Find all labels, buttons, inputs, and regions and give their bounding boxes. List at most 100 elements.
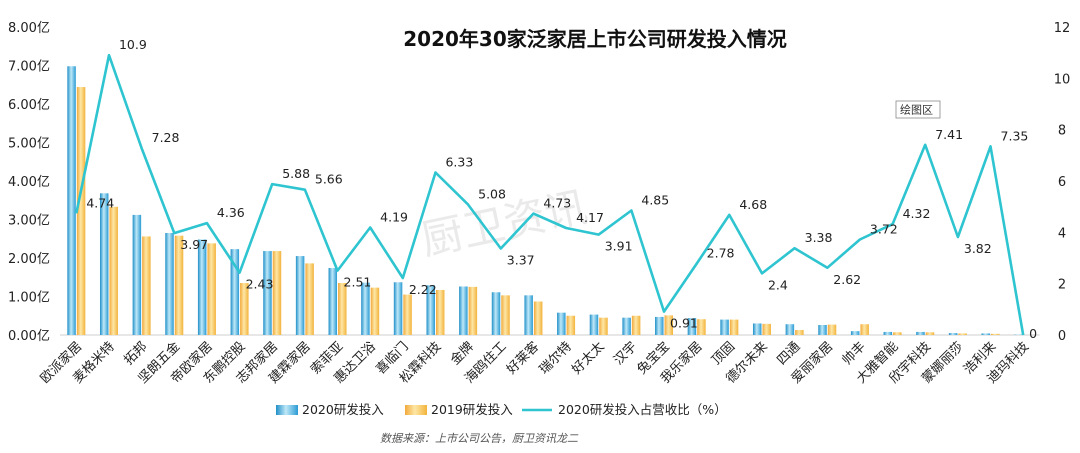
ratio-data-label: 4.68 [739, 197, 767, 212]
ratio-data-label: 4.19 [380, 209, 408, 224]
left-tick-label: 0.00亿 [8, 329, 50, 344]
bar-2019 [76, 87, 86, 335]
left-tick-label: 4.00亿 [8, 175, 50, 190]
ratio-data-label: 5.08 [478, 187, 506, 202]
bar-2019 [762, 323, 771, 335]
bar-2019 [991, 333, 1000, 335]
bar-2020 [165, 232, 174, 335]
bar-2019 [697, 319, 706, 335]
bar-2019 [272, 251, 282, 335]
bar-2020 [622, 317, 631, 335]
category-label: 瑞尔特 [537, 339, 575, 377]
ratio-data-label: 3.72 [870, 222, 898, 237]
bar-2019 [925, 332, 935, 335]
bars [67, 66, 1023, 336]
ratio-data-label: 5.66 [315, 172, 343, 187]
category-label: 四通 [774, 339, 803, 368]
bar-2020 [589, 314, 599, 335]
source-note: 数据来源：上市公司公告，厨卫资讯龙二 [380, 432, 579, 445]
right-tick-label: 8 [1058, 124, 1066, 139]
bar-2020 [197, 239, 207, 335]
bar-2019 [893, 332, 902, 335]
legend: 2020研发投入 2019研发投入 2020研发投入占营收比（%） [276, 402, 727, 417]
bar-2020 [459, 286, 468, 335]
bar-2019 [142, 236, 151, 335]
right-tick-label: 2 [1058, 278, 1066, 293]
bar-2020 [524, 295, 533, 335]
bar-2019 [664, 315, 674, 335]
bar-2020 [426, 285, 435, 335]
ratio-data-label: 7.41 [935, 127, 963, 142]
bar-2019 [240, 283, 249, 335]
ratio-data-label: 2.22 [409, 282, 437, 297]
ratio-data-label: 6.33 [445, 155, 473, 170]
bar-2020 [981, 333, 991, 335]
bar-2019 [729, 319, 739, 335]
category-label: 好太太 [569, 339, 607, 377]
bar-2019 [533, 301, 543, 335]
category-label: 帅丰 [840, 339, 869, 368]
bar-2019 [631, 315, 641, 335]
legend-label-2019: 2019研发投入 [431, 402, 513, 417]
category-label: 顶固 [709, 339, 738, 368]
ratio-data-label: 2.4 [768, 277, 788, 292]
right-tick-label: 10 [1054, 72, 1071, 87]
bar-2020 [948, 333, 958, 335]
bar-2020 [361, 282, 370, 335]
ratio-data-label: 3.82 [964, 241, 992, 256]
bar-2020 [99, 193, 109, 335]
bar-2020 [295, 256, 305, 335]
ratio-data-label: 0.91 [670, 316, 698, 331]
bar-2019 [860, 324, 869, 335]
ratio-data-label: 5.88 [282, 166, 310, 181]
left-tick-label: 5.00亿 [8, 137, 50, 152]
legend-swatch-2019 [405, 405, 427, 415]
bar-2020 [132, 214, 142, 335]
ratio-data-label: 4.36 [217, 205, 245, 220]
bar-2019 [468, 286, 478, 335]
left-tick-label: 2.00亿 [8, 252, 50, 267]
ratio-data-label: 3.38 [805, 230, 833, 245]
left-tick-label: 6.00亿 [8, 98, 50, 113]
left-tick-label: 3.00亿 [8, 214, 50, 229]
ratio-data-label: 4.32 [903, 206, 931, 221]
bar-2019 [827, 324, 837, 335]
bar-2020 [687, 318, 697, 335]
bar-2020 [491, 292, 501, 335]
left-tick-label: 7.00亿 [8, 60, 50, 75]
bar-2019 [599, 317, 608, 335]
right-tick-label: 4 [1058, 226, 1066, 241]
bar-2020 [785, 324, 795, 335]
right-tick-label: 6 [1058, 175, 1066, 190]
ratio-data-label: 4.74 [86, 195, 114, 210]
right-tick-label: 0 [1058, 329, 1066, 344]
legend-label-2020: 2020研发投入 [302, 402, 384, 417]
bar-2019 [501, 295, 510, 335]
ratio-data-label: 3.37 [507, 253, 535, 268]
bar-2020 [883, 331, 893, 335]
category-label: 好莱客 [503, 339, 542, 378]
legend-label-ratio: 2020研发投入占营收比（%） [558, 402, 727, 417]
bar-2019 [566, 315, 576, 335]
bar-2020 [557, 312, 566, 335]
bar-2020 [850, 331, 860, 335]
left-tick-label: 1.00亿 [8, 291, 50, 306]
bar-2020 [230, 249, 240, 335]
ratio-data-label: 10.9 [119, 37, 147, 52]
ratio-data-label: 2.51 [344, 275, 372, 290]
tooltip-box [895, 100, 941, 119]
right-tick-label: 12 [1054, 21, 1071, 36]
ratio-data-label: 2.78 [707, 246, 735, 261]
legend-swatch-2020 [276, 405, 298, 415]
ratio-line [75, 53, 1025, 336]
bar-2019 [795, 329, 804, 335]
ratio-data-label: 7.28 [152, 130, 180, 145]
category-label: 汉宇 [611, 339, 640, 368]
left-axis: 0.00亿 1.00亿 2.00亿 3.00亿 4.00亿 5.00亿 6.00亿 7.00亿… [8, 21, 50, 344]
category-label: 金牌 [447, 339, 477, 369]
right-axis: 0 2 4 6 8 10 12 [1054, 21, 1071, 344]
bar-2019 [370, 287, 380, 335]
tooltip-text: 绘图区 [900, 103, 933, 117]
